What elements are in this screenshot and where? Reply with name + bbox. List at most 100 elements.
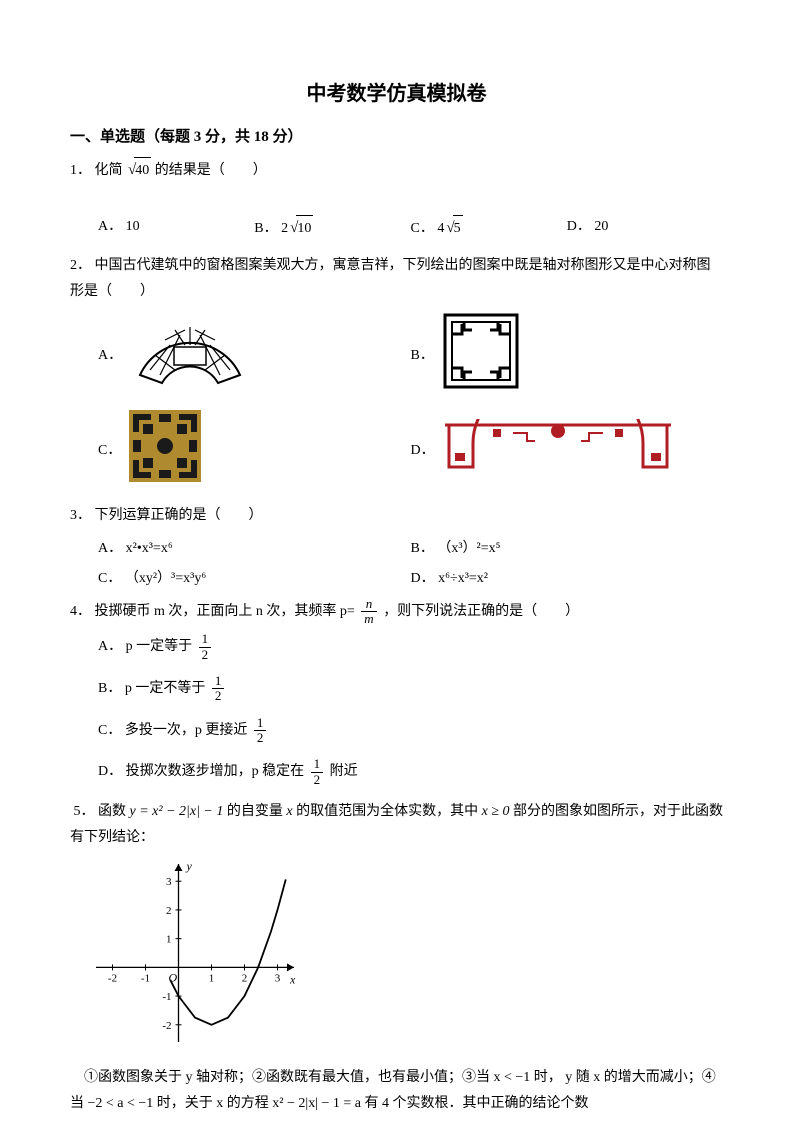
exam-page: 中考数学仿真模拟卷 一、单选题（每题 3 分，共 18 分） 1． 化简 40 … [0,0,793,1122]
option-value: 10 [126,219,140,234]
q1-radicand: 40 [134,157,151,185]
q1-stem-post: 的结果是（ ） [155,163,267,178]
numerator: 1 [212,674,225,689]
option-label: C． [98,571,121,586]
q5-statements: ①函数图象关于 y 轴对称；②函数既有最大值，也有最小值；③当 x < −1 时… [70,1065,723,1118]
q5-stem-mid: 的自变量 [227,804,283,819]
q1-radical: 40 [126,156,151,185]
svg-text:-2: -2 [108,972,117,984]
sqrt-icon: 10 [288,214,313,243]
option-value: x²•x³=x⁶ [126,541,173,556]
q5-condition: x ≥ 0 [482,804,513,819]
q4-stem-pre: 投掷硬币 m 次，正面向上 n 次，其频率 p= [95,604,355,619]
q3-options: A． x²•x³=x⁶ B． （x³）²=x⁵ C． （xy²）³=x³y⁶ D… [70,536,723,597]
option-label: B． [254,221,277,236]
section-1-heading: 一、单选题（每题 3 分，共 18 分） [70,123,723,152]
option-label: D． [98,764,122,779]
q2-option-c: C． [98,410,411,493]
option-text-tail: 附近 [330,764,358,779]
q5-stem-pre: 函数 [98,804,126,819]
q3-option-d: D． x⁶÷x³=x² [411,566,724,593]
question-3: 3． 下列运算正确的是（ ） [70,503,723,530]
q4-option-c: C． 多投一次，p 更接近 1 2 [98,716,723,746]
svg-text:1: 1 [166,934,172,946]
option-text: 投掷次数逐步增加，p 稳定在 [126,764,305,779]
radicand: 5 [453,215,463,243]
svg-text:2: 2 [166,905,172,917]
fan-pattern-icon [130,315,250,398]
q4-stem-post: ，则下列说法正确的是（ ） [383,604,579,619]
q5-chart: -2-1123-2-1123yxO [90,858,723,1059]
option-value: （xy²）³=x³y⁶ [125,571,206,586]
q4-options: A． p 一定等于 1 2 B． p 一定不等于 1 2 C． 多投一次，p 更… [70,632,723,786]
q2-number: 2． [70,258,91,273]
radicand: 10 [296,215,313,243]
option-label: A． [98,541,122,556]
q1-option-d: D． 20 [567,214,723,243]
q5-number: 5． [74,804,95,819]
question-4: 4． 投掷硬币 m 次，正面向上 n 次，其频率 p= n m ，则下列说法正确… [70,597,723,627]
numerator: 1 [311,757,324,772]
option-label: B． [98,681,121,696]
q4-option-a: A． p 一定等于 1 2 [98,632,723,662]
svg-text:3: 3 [275,972,281,984]
fraction-n-over-m: n m [361,597,376,627]
denominator: 2 [212,689,225,703]
denominator: 2 [311,773,324,787]
q5-function: y = x² − 2|x| − 1 [130,804,227,819]
q3-option-a: A． x²•x³=x⁶ [98,536,411,563]
option-label: A． [98,639,122,654]
svg-text:x: x [289,972,296,986]
q1-option-c: C． 45 [411,214,567,243]
one-half-icon: 1 2 [254,716,267,746]
q2-stem: 中国古代建筑中的窗格图案美观大方，寓意吉祥，下列绘出的图案中既是轴对称图形又是中… [70,258,711,300]
q5-stem-mid2: 的取值范围为全体实数，其中 [296,804,478,819]
q4-option-d: D． 投掷次数逐步增加，p 稳定在 1 2 附近 [98,757,723,787]
denominator: m [361,612,376,626]
option-coef: 4 [437,221,444,236]
option-value: x⁶÷x³=x² [438,571,488,586]
option-label: D． [411,571,435,586]
numerator: 1 [199,632,212,647]
svg-text:2: 2 [242,972,248,984]
q3-number: 3． [70,508,91,523]
option-label: C． [411,221,434,236]
one-half-icon: 1 2 [212,674,225,704]
q1-option-b: B． 210 [254,214,410,243]
option-text: 多投一次，p 更接近 [125,723,248,738]
option-label: D． [567,219,591,234]
svg-text:-2: -2 [162,1020,171,1032]
option-value: 20 [594,219,608,234]
parabola-chart-icon: -2-1123-2-1123yxO [90,858,300,1048]
q2-option-b: B． [411,312,724,401]
question-2: 2． 中国古代建筑中的窗格图案美观大方，寓意吉祥，下列绘出的图案中既是轴对称图形… [70,253,723,306]
numerator: 1 [254,716,267,731]
numerator: n [361,597,376,612]
q1-option-a: A． 10 [98,214,254,243]
q5-statements-text: ①函数图象关于 y 轴对称；②函数既有最大值，也有最小值；③当 x < −1 时… [70,1070,716,1112]
option-label: D． [411,438,435,465]
option-text: p 一定等于 [126,639,193,654]
q2-option-d: D． [411,410,724,493]
svg-text:y: y [186,859,193,873]
svg-text:-1: -1 [162,991,171,1003]
option-label: C． [98,723,121,738]
q3-stem: 下列运算正确的是（ ） [95,508,263,523]
q2-options: A． B． [70,312,723,503]
denominator: 2 [254,731,267,745]
one-half-icon: 1 2 [311,757,324,787]
question-5: 5． 函数 y = x² − 2|x| − 1 的自变量 x 的取值范围为全体实… [70,799,723,852]
svg-text:3: 3 [166,876,172,888]
svg-text:O: O [169,970,178,984]
one-half-icon: 1 2 [199,632,212,662]
option-label: A． [98,343,122,370]
page-title: 中考数学仿真模拟卷 [70,75,723,113]
option-text: p 一定不等于 [125,681,206,696]
option-label: C． [98,438,121,465]
q3-option-b: B． （x³）²=x⁵ [411,536,724,563]
sqrt-icon: 5 [444,214,462,243]
q1-number: 1． [70,163,91,178]
option-value: （x³）²=x⁵ [437,541,500,556]
option-label: B． [411,343,434,370]
svg-text:1: 1 [209,972,215,984]
